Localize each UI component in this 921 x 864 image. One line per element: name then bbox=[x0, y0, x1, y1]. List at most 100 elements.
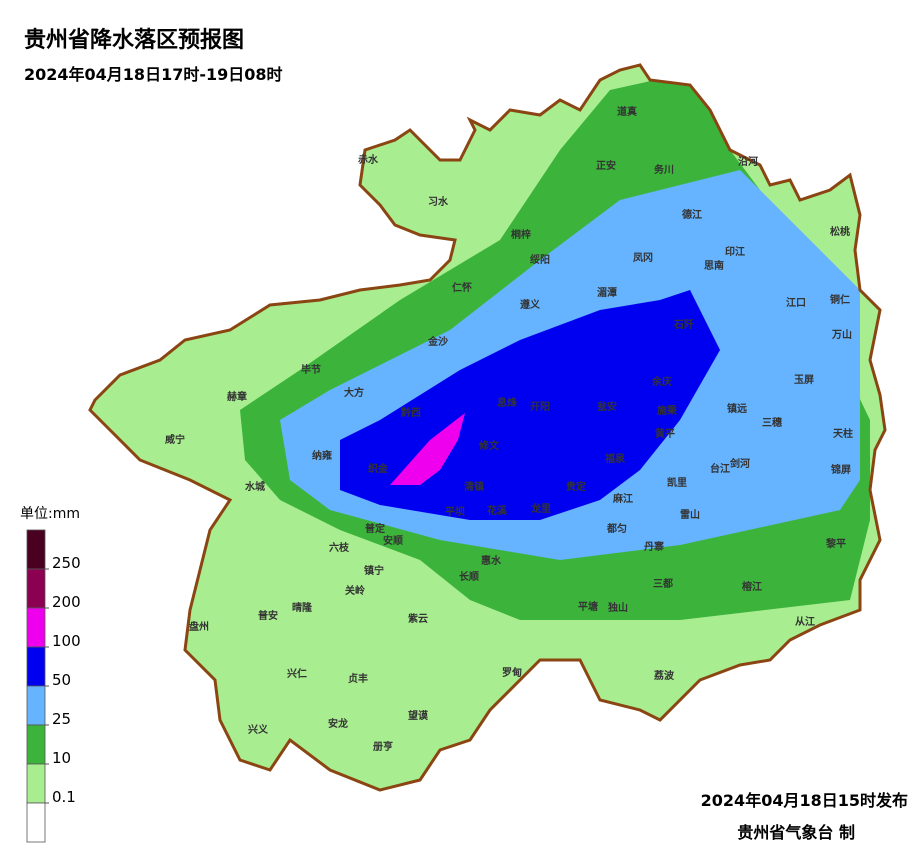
place-label: 镇宁 bbox=[364, 564, 384, 577]
place-label: 普定 bbox=[365, 522, 385, 535]
place-label: 镇远 bbox=[727, 402, 747, 415]
place-label: 锦屏 bbox=[831, 463, 851, 476]
place-label: 独山 bbox=[608, 601, 628, 614]
place-label: 石阡 bbox=[673, 318, 694, 331]
place-label: 花溪 bbox=[487, 504, 508, 517]
place-label: 都匀 bbox=[606, 522, 627, 535]
legend-swatch bbox=[26, 685, 46, 726]
place-label: 修文 bbox=[478, 439, 500, 452]
place-label: 雷山 bbox=[680, 508, 700, 521]
legend-tick-label: 100 bbox=[52, 632, 81, 650]
place-label: 正安 bbox=[596, 159, 616, 172]
title: 贵州省降水落区预报图 bbox=[24, 28, 244, 53]
place-label: 息烽 bbox=[497, 396, 518, 409]
place-label: 贞丰 bbox=[348, 672, 368, 685]
legend-unit: 单位:mm bbox=[20, 506, 80, 522]
place-label: 平塘 bbox=[578, 600, 598, 613]
issued: 2024年04月18日15时发布 bbox=[701, 791, 908, 810]
place-label: 印江 bbox=[725, 245, 745, 258]
place-label: 台江 bbox=[710, 462, 730, 475]
legend-swatch bbox=[26, 802, 46, 843]
place-label: 赤水 bbox=[358, 153, 379, 166]
place-label: 平坝 bbox=[445, 505, 465, 518]
place-label: 惠水 bbox=[481, 554, 502, 567]
place-label: 玉屏 bbox=[794, 374, 814, 386]
place-label: 黄平 bbox=[655, 427, 675, 440]
place-label: 普安 bbox=[258, 609, 278, 622]
place-label: 金沙 bbox=[427, 335, 448, 348]
place-label: 瓮安 bbox=[597, 400, 617, 413]
legend: 250 200 100 50 25 10 0.1 bbox=[26, 529, 81, 843]
place-label: 桐梓 bbox=[511, 228, 531, 241]
place-label: 余庆 bbox=[651, 375, 672, 388]
place-label: 织金 bbox=[368, 462, 389, 475]
place-label: 六枝 bbox=[329, 541, 350, 554]
legend-swatch bbox=[26, 529, 46, 570]
publisher: 贵州省气象台 制 bbox=[737, 823, 855, 842]
place-label: 松桃 bbox=[830, 225, 850, 238]
place-label: 威宁 bbox=[165, 433, 185, 446]
legend-tick-label: 0.1 bbox=[52, 788, 76, 806]
place-label: 榕江 bbox=[742, 580, 762, 593]
place-label: 沿河 bbox=[738, 155, 758, 168]
place-label: 长顺 bbox=[459, 570, 479, 583]
legend-swatch bbox=[26, 607, 46, 648]
legend-swatch bbox=[26, 568, 46, 609]
place-label: 天柱 bbox=[833, 427, 853, 440]
place-label: 铜仁 bbox=[830, 293, 850, 306]
place-label: 紫云 bbox=[408, 612, 428, 625]
place-label: 黔西 bbox=[401, 406, 421, 419]
place-label: 福泉 bbox=[604, 452, 626, 465]
place-label: 安顺 bbox=[383, 534, 403, 547]
place-label: 望谟 bbox=[408, 709, 429, 722]
place-label: 开阳 bbox=[530, 401, 550, 413]
place-label: 纳雍 bbox=[312, 449, 332, 462]
place-label: 湄潭 bbox=[597, 286, 617, 299]
legend-tick-label: 10 bbox=[52, 749, 71, 767]
place-label: 从江 bbox=[795, 615, 815, 628]
place-label: 万山 bbox=[831, 328, 852, 341]
legend-swatch bbox=[26, 763, 46, 804]
place-label: 三都 bbox=[653, 577, 673, 590]
place-label: 清镇 bbox=[464, 480, 484, 493]
place-label: 罗甸 bbox=[502, 666, 522, 679]
legend-tick-label: 50 bbox=[52, 671, 71, 689]
place-label: 江口 bbox=[786, 296, 806, 309]
place-label: 晴隆 bbox=[292, 601, 313, 614]
place-label: 剑河 bbox=[729, 457, 750, 470]
place-label: 关岭 bbox=[345, 584, 365, 597]
area-100 bbox=[390, 413, 465, 485]
place-label: 安龙 bbox=[328, 717, 348, 730]
place-label: 兴义 bbox=[248, 723, 269, 736]
place-label: 册亨 bbox=[373, 740, 393, 753]
place-label: 思南 bbox=[704, 259, 724, 272]
place-label: 凯里 bbox=[667, 476, 687, 489]
place-label: 龙里 bbox=[530, 502, 551, 515]
place-label: 仁怀 bbox=[452, 281, 472, 294]
legend-swatch bbox=[26, 646, 46, 687]
place-label: 施秉 bbox=[657, 404, 678, 417]
place-label: 荔波 bbox=[653, 669, 675, 682]
place-label: 贵定 bbox=[566, 480, 586, 493]
place-label: 道真 bbox=[617, 105, 637, 118]
place-label: 绥阳 bbox=[530, 253, 550, 266]
place-label: 丹寨 bbox=[644, 540, 664, 553]
place-label: 三穗 bbox=[762, 416, 782, 429]
place-label: 务川 bbox=[654, 163, 674, 176]
place-label: 凤冈 bbox=[633, 252, 653, 264]
place-label: 赫章 bbox=[227, 390, 247, 403]
place-label: 兴仁 bbox=[287, 667, 307, 680]
subtitle: 2024年04月18日17时-19日08时 bbox=[24, 65, 283, 84]
legend-swatch bbox=[26, 724, 46, 765]
place-label: 黎平 bbox=[826, 537, 846, 550]
place-label: 盘州 bbox=[189, 620, 209, 633]
place-label: 麻江 bbox=[612, 492, 633, 505]
place-label: 遵义 bbox=[520, 298, 541, 311]
place-label: 大方 bbox=[344, 386, 364, 399]
place-label: 水城 bbox=[244, 480, 265, 493]
place-label: 德江 bbox=[681, 208, 702, 221]
